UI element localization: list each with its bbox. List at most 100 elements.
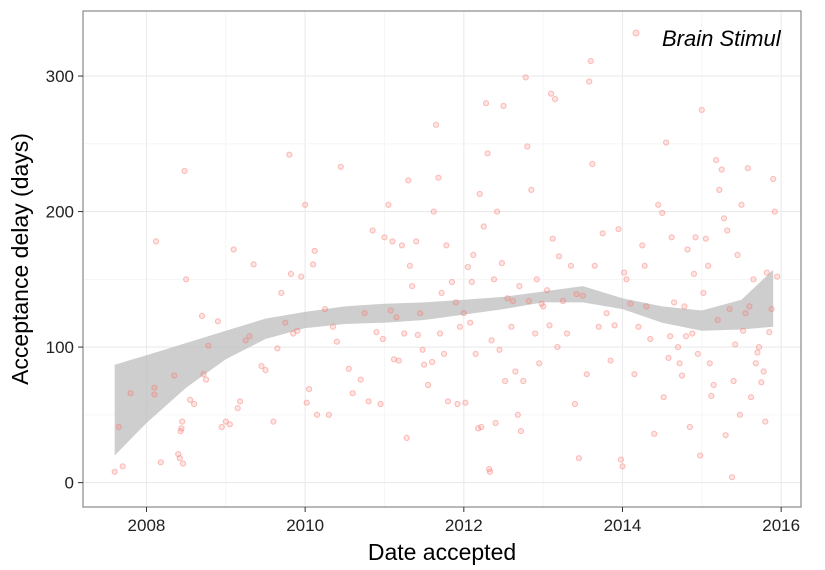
data-point	[671, 299, 678, 306]
data-point	[540, 303, 547, 310]
data-point	[403, 434, 410, 441]
data-point	[525, 297, 533, 305]
data-point	[387, 307, 394, 314]
data-point	[406, 262, 413, 269]
data-point	[766, 329, 773, 336]
data-point	[762, 418, 769, 425]
data-point	[470, 251, 477, 258]
data-point	[475, 425, 482, 432]
data-point	[538, 300, 545, 307]
data-point	[641, 262, 648, 269]
data-point	[567, 262, 575, 269]
data-point	[740, 327, 747, 334]
data-point	[440, 350, 448, 357]
data-point	[623, 276, 630, 283]
data-point	[651, 430, 658, 437]
plot-frame	[82, 10, 802, 508]
data-point	[730, 377, 737, 385]
data-point	[684, 246, 691, 253]
data-point	[686, 423, 694, 431]
legend: Brain Stimul	[632, 26, 782, 51]
data-point	[697, 452, 704, 459]
data-point	[760, 368, 767, 375]
data-point	[734, 251, 741, 258]
data-point	[432, 121, 440, 128]
data-point	[460, 310, 467, 317]
x-tick-label: 2016	[762, 516, 800, 535]
data-point	[555, 253, 563, 260]
data-point	[752, 360, 759, 367]
data-point	[502, 377, 509, 385]
data-point	[262, 367, 269, 374]
plot-panel	[83, 11, 801, 507]
data-points	[111, 58, 781, 481]
x-tick-label: 2014	[604, 516, 642, 535]
data-point	[325, 411, 332, 418]
data-point	[452, 299, 459, 306]
data-point	[270, 418, 277, 425]
data-point	[532, 330, 539, 337]
data-point	[191, 400, 198, 408]
data-point	[635, 323, 642, 330]
data-point	[732, 341, 739, 348]
data-point	[676, 360, 683, 367]
data-point	[357, 376, 364, 383]
data-point	[665, 354, 672, 361]
data-point	[222, 418, 229, 425]
data-point	[202, 376, 210, 383]
data-point	[298, 273, 305, 280]
data-point	[575, 455, 583, 462]
data-point	[200, 371, 207, 378]
data-point	[321, 306, 329, 313]
data-point	[157, 459, 164, 466]
data-point	[436, 330, 444, 337]
data-point	[177, 428, 184, 435]
data-point	[627, 300, 634, 307]
data-point	[176, 455, 183, 462]
data-point	[234, 405, 241, 412]
x-tick-label: 2010	[286, 516, 324, 535]
data-point	[524, 143, 531, 150]
data-point	[389, 238, 396, 245]
data-point	[587, 58, 594, 65]
data-point	[500, 102, 507, 110]
data-point	[700, 289, 707, 296]
data-point	[705, 262, 712, 269]
data-point	[713, 157, 720, 164]
data-point	[514, 411, 521, 418]
y-tick-label: 300	[46, 67, 74, 86]
data-point	[405, 177, 412, 184]
data-point	[478, 423, 485, 431]
data-point	[639, 242, 646, 249]
data-point	[583, 371, 590, 378]
data-point	[278, 289, 285, 296]
data-point	[552, 96, 559, 103]
data-point	[205, 342, 212, 349]
data-point	[472, 350, 479, 357]
data-point	[720, 215, 728, 222]
data-point	[429, 358, 436, 366]
data-point	[337, 163, 344, 170]
data-point	[393, 314, 400, 321]
data-point	[151, 384, 158, 391]
data-point	[435, 174, 442, 181]
y-tick-label: 100	[46, 338, 74, 357]
data-point	[464, 264, 471, 271]
data-point	[115, 423, 122, 431]
data-point	[111, 468, 118, 475]
data-point	[755, 344, 763, 351]
data-point	[512, 368, 519, 375]
data-point	[286, 151, 293, 158]
data-point	[214, 318, 221, 325]
data-point	[294, 327, 301, 334]
data-point	[476, 190, 483, 198]
data-point	[480, 223, 487, 230]
data-point	[218, 423, 225, 431]
data-point	[763, 269, 771, 276]
data-point	[689, 330, 696, 337]
data-point	[522, 74, 529, 81]
data-point	[768, 306, 775, 313]
data-point	[708, 392, 715, 399]
data-point	[484, 150, 491, 157]
